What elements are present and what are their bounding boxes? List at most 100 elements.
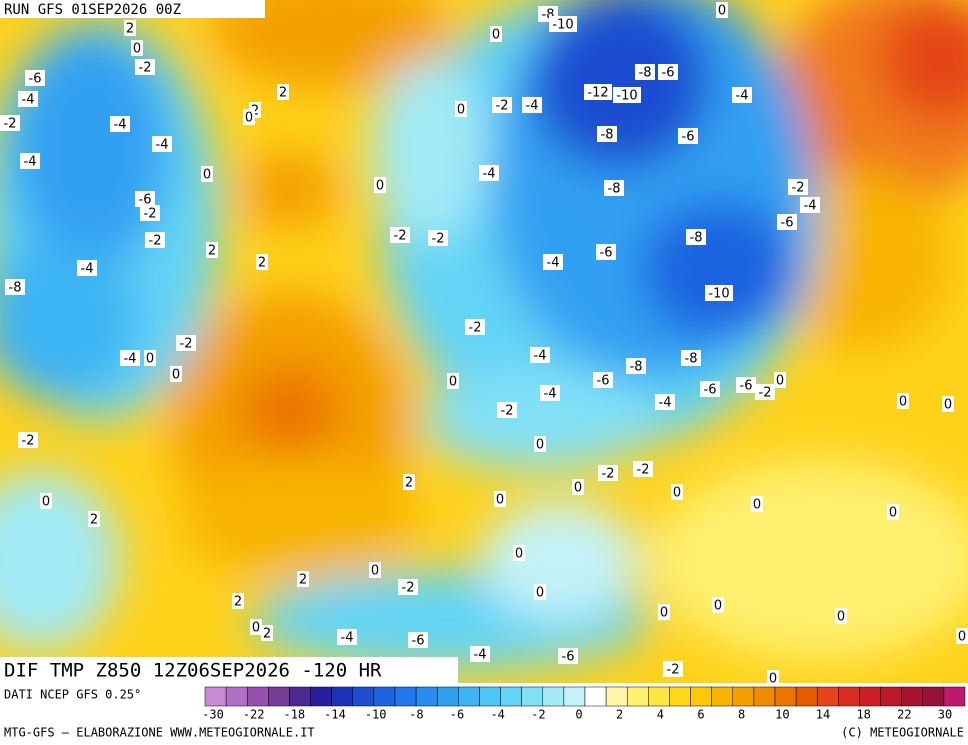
contour-label-bg [206, 242, 218, 258]
title-box [0, 657, 458, 684]
colorbar-swatch [225, 686, 248, 707]
contour-label: 2 [279, 86, 287, 101]
contour-label-bg [0, 115, 20, 131]
contour-label: 0 [245, 111, 253, 126]
contour-label-bg [455, 101, 467, 117]
contour-label: -6 [682, 130, 695, 145]
contour-label-bg [479, 165, 499, 181]
colorbar-swatch [458, 686, 480, 707]
contour-label: -8 [639, 66, 652, 81]
contour-label: -2 [667, 663, 680, 678]
source-label: DATI NCEP GFS 0.25° [4, 688, 141, 702]
contour-label-bg [131, 40, 143, 56]
contour-label: -4 [534, 349, 547, 364]
footer-right: (C) METEOGIORNALE [841, 726, 964, 740]
contour-label: 0 [889, 506, 897, 521]
contour-label: -4 [474, 648, 487, 663]
colorbar-swatch [373, 686, 396, 707]
colorbar-swatch [415, 686, 438, 707]
colorbar-swatch [584, 686, 607, 707]
contour-label-bg [897, 393, 909, 409]
contour-label-bg [140, 205, 160, 221]
contour-label-bg [671, 484, 683, 500]
colorbar-swatch [542, 686, 565, 707]
contour-label: 0 [457, 103, 465, 118]
contour-label-bg [5, 279, 25, 295]
contour-label-bg [492, 97, 512, 113]
contour-label: -8 [601, 128, 614, 143]
contour-label: 0 [252, 621, 260, 636]
contour-label: -6 [29, 72, 42, 87]
colorbar-swatch [859, 686, 881, 707]
contour-label-bg [549, 16, 577, 32]
colorbar-tick-label: 4 [657, 708, 664, 722]
contour-label-bg [716, 2, 728, 18]
contour-label-bg [170, 366, 182, 382]
contour-label: -8 [608, 182, 621, 197]
contour-label-bg [390, 227, 410, 243]
contour-label-bg [596, 244, 616, 260]
colorbar-tick-label: 6 [697, 708, 704, 722]
contour-label-bg [613, 87, 641, 103]
contour-label-bg [788, 179, 808, 195]
contour-label: -6 [740, 379, 753, 394]
header-box [0, 0, 265, 18]
contour-label-bg [20, 153, 40, 169]
contour-label: -2 [402, 581, 415, 596]
contour-label: 0 [515, 547, 523, 562]
contour-label-bg [658, 64, 678, 80]
colorbar-swatch [289, 686, 311, 707]
contour-label: -4 [547, 256, 560, 271]
contour-label-bg [497, 402, 517, 418]
contour-label: 0 [133, 42, 141, 57]
contour-label: 0 [449, 375, 457, 390]
colorbar-tick-label: -14 [324, 708, 346, 722]
contour-label-bg [530, 347, 550, 363]
colorbar-swatch [753, 686, 776, 707]
contour-label-bg [77, 260, 97, 276]
contour-label-bg [232, 593, 244, 609]
contour-label: 0 [769, 672, 777, 687]
contour-label-bg [655, 394, 675, 410]
contour-label-bg [736, 377, 756, 393]
contour-label: -6 [562, 650, 575, 665]
colorbar-swatch [943, 686, 966, 707]
contour-label-bg [145, 232, 165, 248]
contour-label-bg [572, 479, 584, 495]
contour-label-bg [558, 648, 578, 664]
contour-label: -4 [526, 99, 539, 114]
contour-label: -6 [781, 216, 794, 231]
contour-label-bg [465, 319, 485, 335]
contour-label-bg [658, 604, 670, 620]
colorbar-tick-label: 14 [816, 708, 830, 722]
contour-label: -2 [394, 229, 407, 244]
contour-label-bg [135, 191, 155, 207]
contour-label: -6 [600, 246, 613, 261]
run-label: RUN GFS 01SEP2026 00Z [4, 2, 181, 18]
contour-label-bg [243, 109, 255, 125]
colorbar-tick-label: 18 [856, 708, 870, 722]
contour-label-bg [337, 629, 357, 645]
colorbar-swatch [648, 686, 670, 707]
contour-label-bg [428, 230, 448, 246]
contour-label-bg [755, 384, 775, 400]
colorbar-swatch [880, 686, 902, 707]
contour-label: 0 [660, 606, 668, 621]
colorbar-swatch [901, 686, 924, 707]
contour-label: -2 [496, 99, 509, 114]
colorbar-swatch [352, 686, 375, 707]
colorbar-swatch [331, 686, 354, 707]
contour-label-bg [633, 461, 653, 477]
contour-label: 0 [203, 168, 211, 183]
contour-label-bg [277, 84, 289, 100]
contour-label: 0 [673, 486, 681, 501]
map-field [0, 0, 968, 683]
contour-label-bg [176, 335, 196, 351]
contour-label: -4 [804, 199, 817, 214]
contour-label-bg [663, 661, 683, 677]
contour-label: 0 [776, 374, 784, 389]
colorbar-tick-label: -2 [531, 708, 545, 722]
colorbar-swatch [436, 686, 459, 707]
colorbar-swatch [626, 686, 649, 707]
